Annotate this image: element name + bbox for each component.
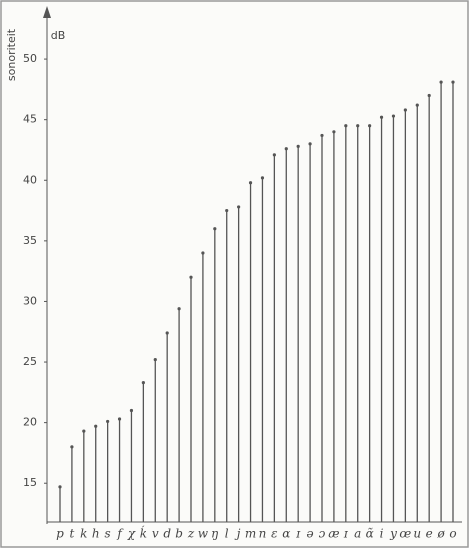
x-tick-label: j — [234, 527, 241, 541]
x-tick-label: ɛ — [271, 527, 277, 541]
stem-head — [248, 181, 253, 185]
x-tick-label: ɑ — [282, 527, 290, 541]
x-tick-label: ɪ — [295, 527, 301, 541]
stem-head — [320, 133, 324, 138]
y-tick-label: 40 — [23, 173, 37, 186]
x-tick-label: y — [389, 527, 397, 541]
stem-head — [403, 108, 407, 112]
y-tick-label: 50 — [23, 52, 37, 65]
stem-head — [284, 147, 288, 151]
stem-head — [260, 176, 265, 180]
stem-head — [332, 130, 336, 134]
stem-head — [237, 205, 241, 209]
x-tick-label: d — [163, 527, 171, 541]
stem-head — [106, 419, 110, 424]
stem-head — [427, 93, 431, 98]
x-tick-label: w — [198, 527, 209, 541]
stem-head — [379, 115, 384, 119]
x-tick-label: ɪ — [343, 527, 349, 541]
stem-head — [225, 208, 229, 213]
stem-head — [272, 153, 276, 157]
x-tick-label: t — [69, 527, 74, 541]
x-tick-label: k — [80, 527, 87, 541]
stem-head — [58, 485, 62, 489]
stem-head — [391, 114, 396, 118]
y-tick-label: 20 — [23, 416, 37, 429]
stem-head — [439, 80, 443, 84]
x-tick-label: æ — [328, 527, 339, 541]
y-axis-title: sonoriteit — [5, 28, 18, 81]
x-tick-label: b — [175, 527, 183, 541]
stem-head — [129, 408, 134, 413]
x-tick-label: z — [187, 527, 195, 541]
x-tick-label: ḱ — [140, 525, 147, 541]
stem-head — [415, 103, 419, 107]
stem-head — [189, 275, 193, 279]
y-tick-label: 45 — [23, 113, 37, 126]
stem-head — [165, 331, 169, 335]
stem-head — [296, 144, 300, 148]
x-tick-label: ø — [436, 527, 445, 541]
y-tick-label: 35 — [23, 234, 37, 247]
stem-head — [70, 445, 74, 449]
axis-arrow — [43, 6, 51, 18]
stem-head — [368, 124, 372, 128]
stem-head — [117, 417, 122, 421]
x-tick-label: s — [105, 527, 111, 541]
x-tick-label: h — [92, 527, 100, 541]
x-tick-label: ə — [307, 527, 314, 541]
stem-head — [177, 307, 181, 311]
stem-head — [82, 429, 86, 433]
x-tick-label: e — [426, 527, 433, 541]
x-tick-label: n — [259, 527, 267, 541]
x-tick-label: p — [56, 527, 64, 541]
stem-head — [201, 251, 205, 255]
stem-head — [213, 227, 217, 231]
x-tick-label: ŋ — [211, 527, 219, 541]
stem-head — [356, 124, 360, 128]
x-tick-label: a — [354, 527, 361, 541]
x-tick-label: ɔ — [319, 527, 326, 541]
y-tick-label: 15 — [23, 476, 37, 489]
y-tick-label: 30 — [23, 294, 37, 307]
y-tick-label: 25 — [23, 355, 37, 368]
x-tick-label: χ — [127, 527, 136, 541]
x-tick-label: v — [152, 527, 159, 541]
y-unit: dB — [51, 29, 66, 42]
x-tick-label: u — [413, 527, 421, 541]
stem-head — [308, 142, 312, 146]
stem-head — [451, 80, 455, 84]
stem-head — [153, 358, 157, 362]
x-tick-label: l — [225, 527, 229, 541]
stem-head — [94, 424, 98, 428]
x-tick-label: f — [116, 527, 124, 541]
stem-head — [141, 381, 145, 385]
x-tick-label: œ — [399, 527, 411, 541]
x-tick-label: o — [449, 527, 456, 541]
x-tick-label: i — [380, 527, 384, 541]
stem-head — [344, 124, 348, 128]
x-tick-label: m — [245, 527, 256, 541]
x-tick-label: ɑ̃ — [366, 527, 374, 541]
